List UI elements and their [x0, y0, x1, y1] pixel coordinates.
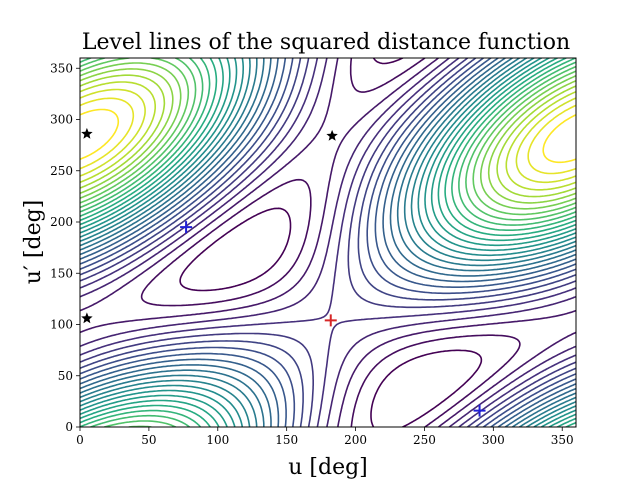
contour-level — [80, 58, 576, 427]
contour-level — [80, 58, 576, 427]
contour-level — [80, 58, 576, 427]
x-tick-label: 300 — [482, 433, 505, 447]
markers — [81, 127, 486, 417]
contour-level — [80, 58, 576, 427]
contour-level — [140, 58, 521, 427]
x-tick-label: 50 — [141, 433, 156, 447]
contour-lines — [80, 58, 576, 427]
y-tick-label: 50 — [58, 369, 73, 383]
contour-level — [80, 58, 576, 427]
contour-level — [80, 97, 576, 175]
contour-level — [80, 58, 576, 427]
contour-level — [80, 58, 576, 427]
x-tick-label: 250 — [413, 433, 436, 447]
star-marker — [81, 127, 93, 139]
x-tick-label: 200 — [344, 433, 367, 447]
contour-level — [80, 88, 576, 184]
y-tick-label: 350 — [50, 61, 73, 75]
y-axis-label: u′ [deg] — [21, 200, 46, 285]
star-marker — [81, 312, 93, 324]
contour-level — [80, 58, 576, 427]
contour-level — [80, 58, 576, 427]
contour-level — [80, 58, 576, 427]
x-axis-label: u [deg] — [288, 455, 368, 480]
y-tick-label: 250 — [50, 164, 73, 178]
plus-marker — [180, 221, 193, 234]
plus-marker — [324, 314, 337, 327]
contour-level — [80, 58, 576, 427]
x-tick-label: 100 — [206, 433, 229, 447]
y-tick-label: 200 — [50, 215, 73, 229]
contour-level — [80, 62, 576, 210]
x-tick-label: 150 — [275, 433, 298, 447]
x-tick-label: 0 — [76, 433, 84, 447]
contour-level — [80, 108, 576, 164]
chart-title: Level lines of the squared distance func… — [82, 30, 570, 55]
y-axis: 0 50 100 150 200 250 300 350 — [50, 61, 80, 434]
y-tick-label: 150 — [50, 266, 73, 280]
contour-level — [80, 58, 576, 427]
contour-level — [80, 58, 576, 427]
contour-level — [80, 58, 576, 427]
y-tick-label: 100 — [50, 318, 73, 332]
contour-level — [80, 58, 576, 427]
y-tick-label: 300 — [50, 113, 73, 127]
plus-marker — [473, 404, 486, 417]
contour-level — [80, 58, 576, 427]
plot-frame — [79, 57, 577, 428]
contour-level — [80, 58, 576, 427]
x-axis: 0 50 100 150 200 250 300 350 — [76, 427, 574, 447]
y-tick-label: 0 — [65, 420, 73, 434]
contour-level — [80, 81, 576, 191]
contour-level — [80, 68, 576, 204]
contour-level — [80, 74, 576, 198]
contour-level — [80, 58, 576, 427]
star-marker — [326, 129, 338, 141]
contour-level — [179, 58, 483, 427]
x-tick-label: 350 — [551, 433, 574, 447]
